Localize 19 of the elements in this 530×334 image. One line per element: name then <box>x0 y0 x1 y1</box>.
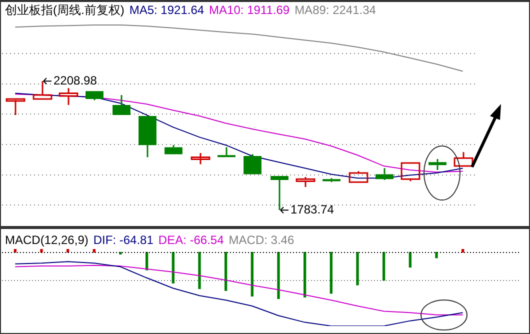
series-label: DEA: -66.54 <box>158 233 224 247</box>
candlestick <box>218 146 236 158</box>
candlestick <box>428 158 446 171</box>
series-label: DIF: -64.81 <box>93 233 154 247</box>
text: MA10: 1911.69 <box>209 3 290 17</box>
chart-title: 创业板指(周线.前复权) <box>5 3 124 17</box>
candlestick <box>138 116 156 158</box>
candlestick <box>112 94 130 116</box>
annotation: 1783.74 <box>290 202 334 216</box>
candlestick <box>270 176 288 211</box>
series-label: MA89: 2241.34 <box>294 3 376 17</box>
text: MA5: 1921.64 <box>129 3 204 17</box>
annotation: 2208.98 <box>54 73 98 88</box>
candlestick <box>164 144 182 154</box>
chart-title: MACD(12,26,9) <box>5 233 88 247</box>
candlestick <box>244 153 262 174</box>
candlestick <box>322 177 340 183</box>
candlestick <box>376 167 394 181</box>
series-label: MACD: 3.46 <box>228 233 294 247</box>
